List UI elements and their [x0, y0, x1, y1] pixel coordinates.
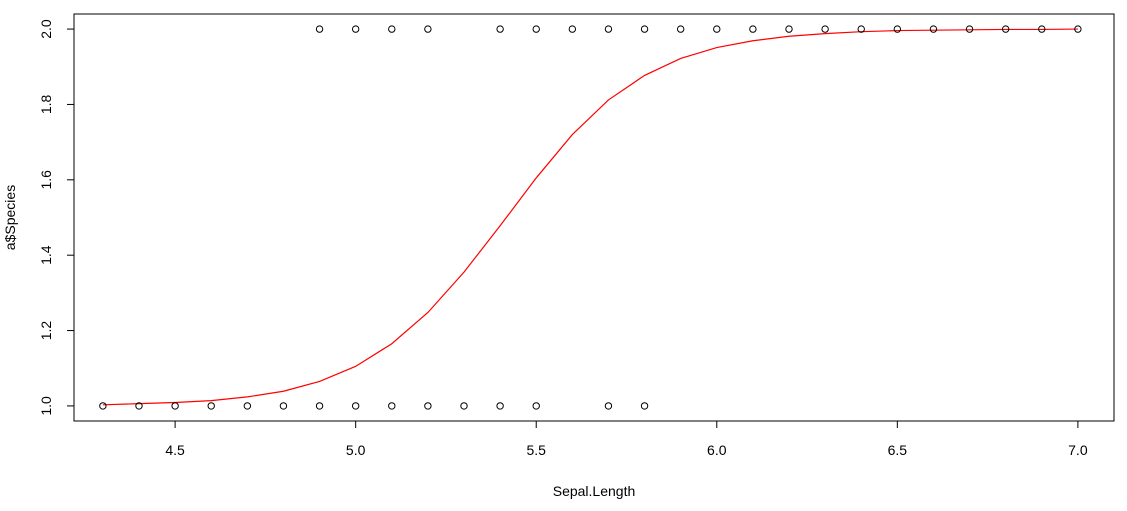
data-point: [424, 402, 432, 410]
data-point: [568, 25, 577, 33]
data-point: [965, 25, 974, 33]
y-axis: 1.0 1.2 1.4 1.6 1.8 2.0: [38, 19, 75, 416]
data-point: [496, 25, 504, 33]
data-points: [99, 25, 1082, 410]
data-point: [388, 25, 396, 33]
data-point: [821, 25, 829, 33]
data-point: [135, 402, 143, 410]
y-axis-label: a$Species: [2, 185, 18, 250]
data-point: [532, 402, 540, 410]
data-point: [1074, 25, 1082, 33]
data-point: [1038, 25, 1046, 33]
y-tick-label: 1.4: [38, 245, 54, 265]
data-point: [207, 402, 215, 410]
data-point: [640, 402, 649, 410]
x-tick-label: 5.0: [346, 442, 366, 458]
x-tick-label: 4.5: [165, 442, 185, 458]
data-point: [351, 25, 360, 33]
y-tick-label: 2.0: [38, 19, 54, 39]
data-point: [785, 25, 793, 33]
x-axis-label: Sepal.Length: [553, 483, 636, 499]
data-point: [424, 25, 432, 33]
data-point: [532, 25, 540, 33]
y-tick-label: 1.2: [38, 321, 54, 341]
data-point: [1001, 25, 1010, 33]
data-point: [243, 402, 252, 410]
x-tick-label: 6.0: [707, 442, 727, 458]
data-point: [351, 402, 360, 410]
x-tick-label: 5.5: [526, 442, 546, 458]
data-point: [315, 25, 324, 33]
y-tick-label: 1.8: [38, 95, 54, 115]
fitted-curve: [102, 28, 1078, 406]
data-point: [99, 402, 107, 410]
data-point: [713, 25, 721, 33]
data-point: [640, 25, 649, 33]
data-point: [604, 25, 613, 33]
data-point: [857, 25, 865, 33]
y-tick-label: 1.6: [38, 170, 54, 190]
data-point: [893, 25, 902, 33]
data-point: [929, 25, 938, 33]
y-tick-label: 1.0: [38, 396, 54, 416]
data-point: [388, 402, 396, 410]
x-tick-label: 6.5: [888, 442, 908, 458]
x-axis: 4.5 5.0 5.5 6.0 6.5 7.0: [165, 420, 1088, 458]
data-point: [279, 402, 288, 410]
data-point: [460, 402, 468, 410]
x-tick-label: 7.0: [1068, 442, 1088, 458]
data-point: [315, 402, 324, 410]
data-point: [496, 402, 504, 410]
data-point: [604, 402, 613, 410]
plot-area-border: [73, 13, 1115, 422]
data-point: [676, 25, 685, 33]
data-point: [171, 402, 179, 410]
data-point: [749, 25, 757, 33]
